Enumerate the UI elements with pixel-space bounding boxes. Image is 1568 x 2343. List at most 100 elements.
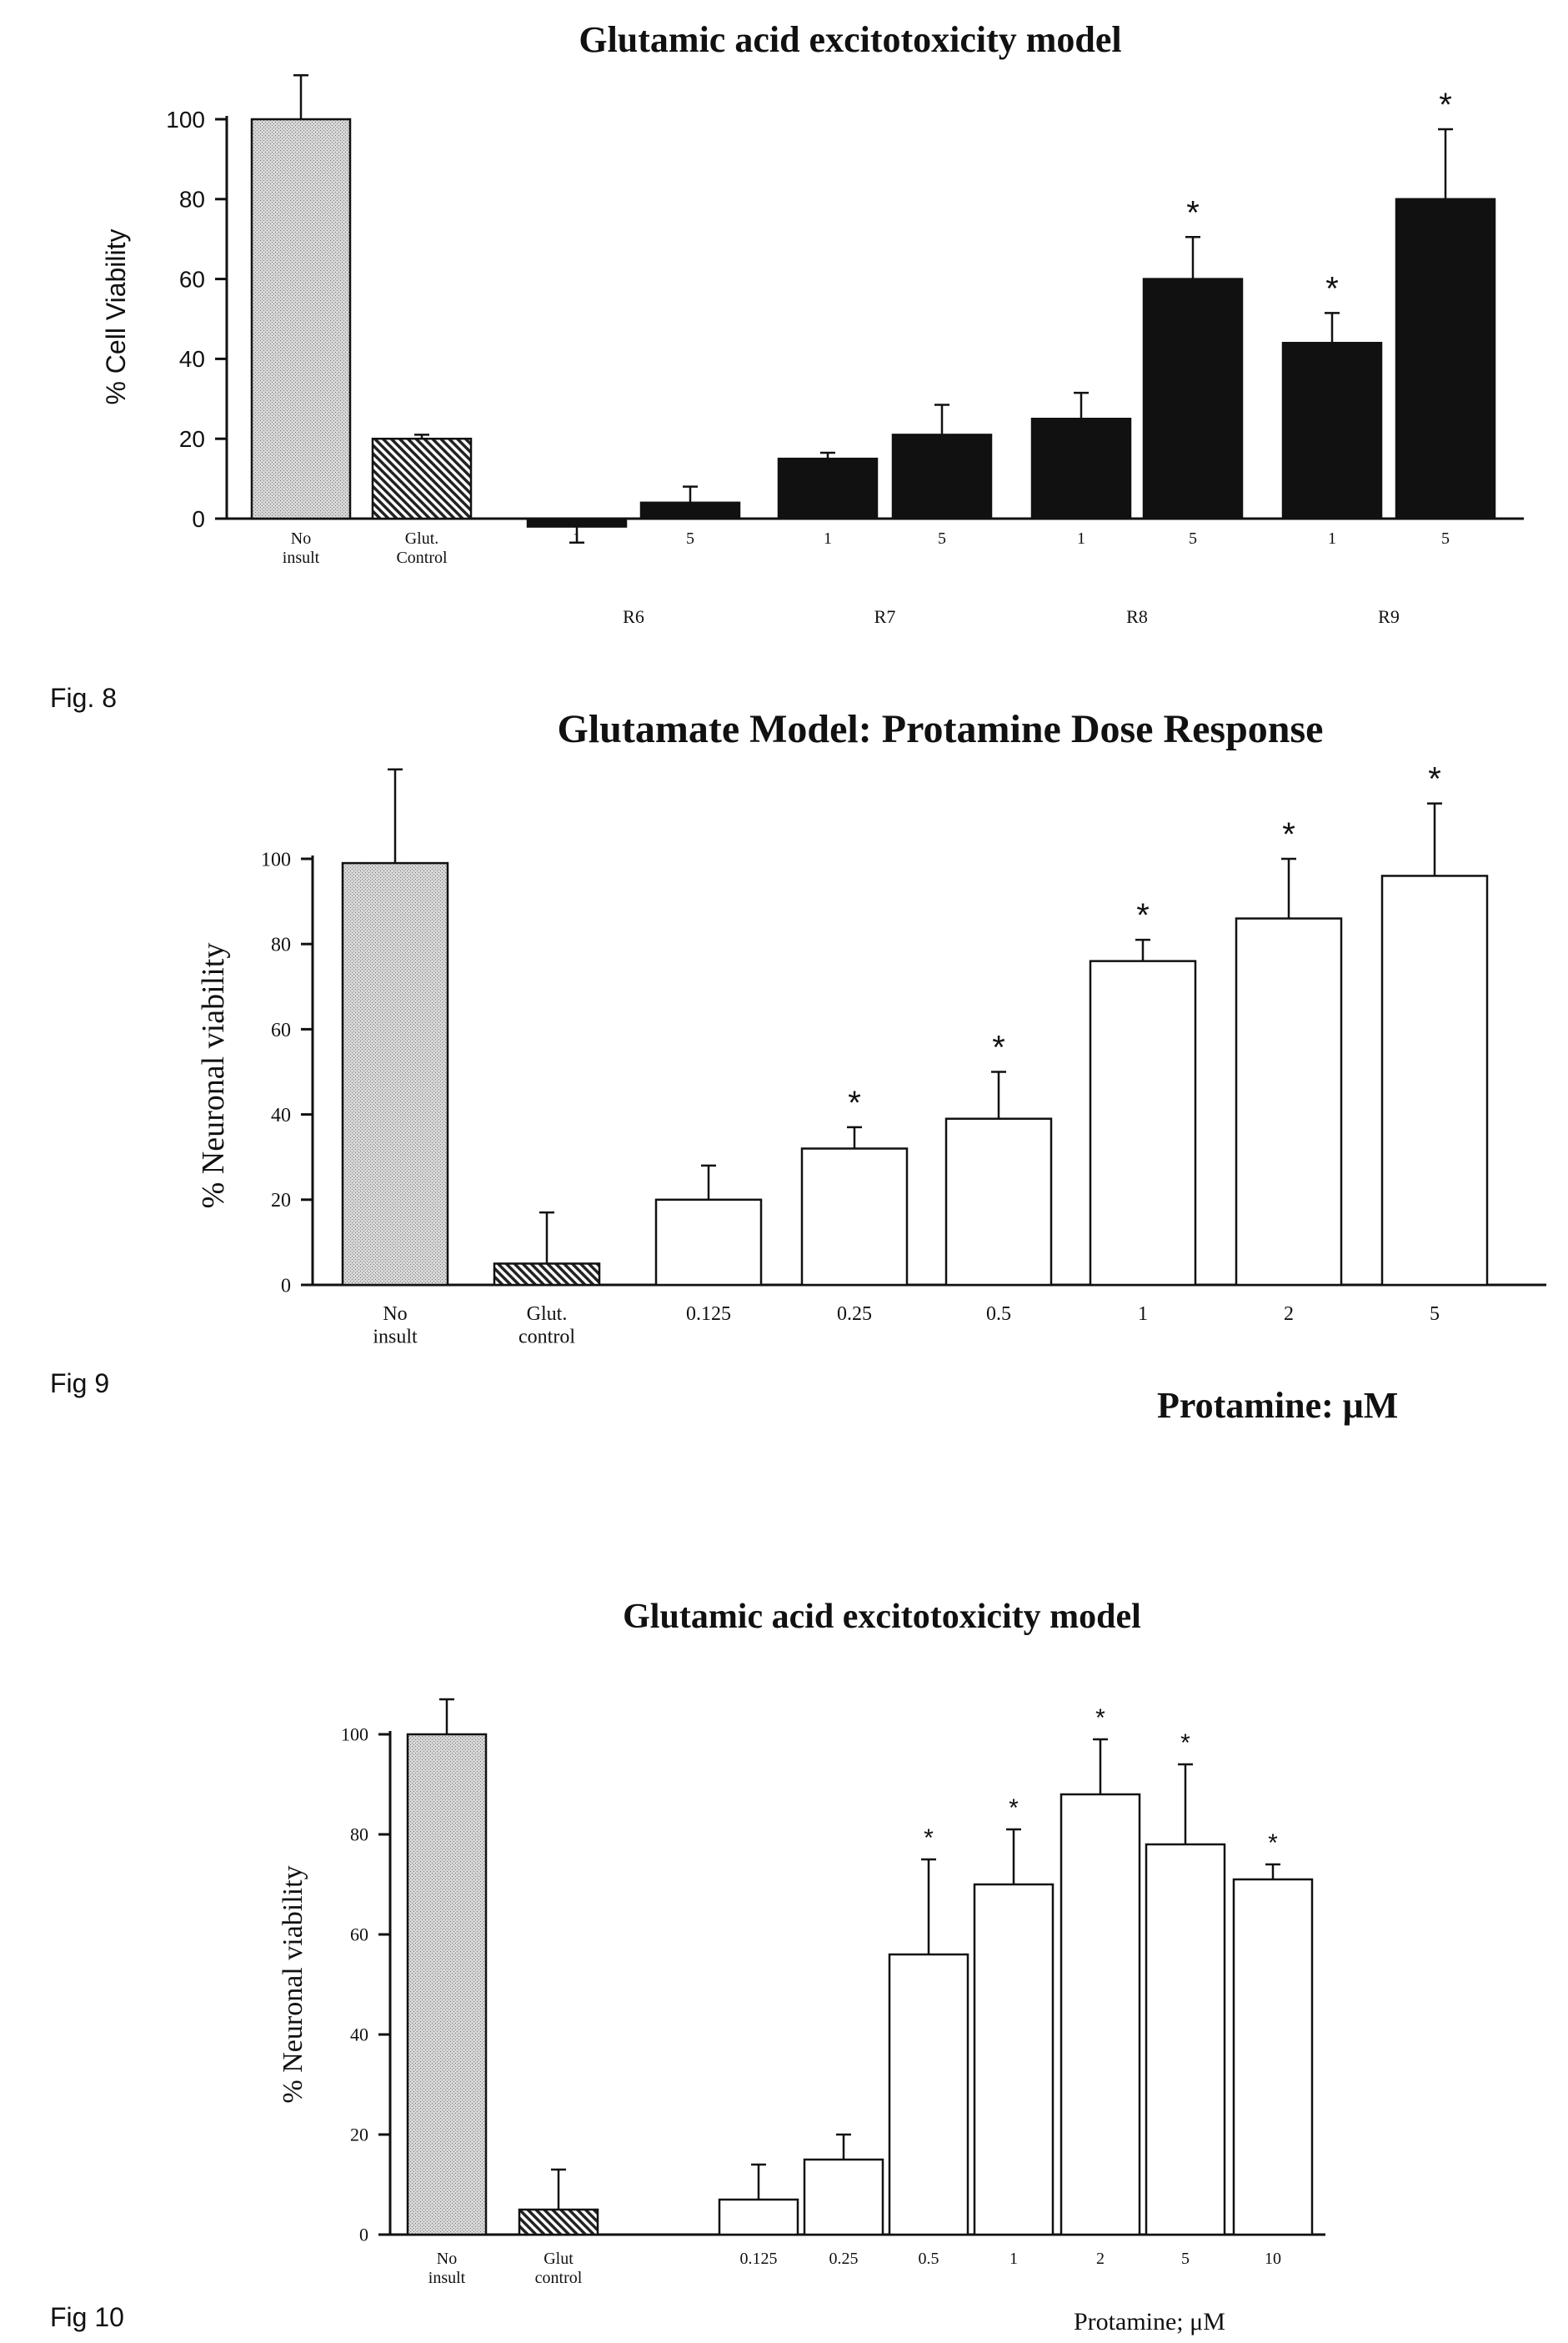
y-tick-label: 40: [271, 1105, 291, 1126]
significance-marker: *: [992, 1030, 1005, 1066]
significance-marker: *: [1268, 1829, 1278, 1857]
category-label: 0.125: [686, 1303, 731, 1325]
group-label: R8: [1126, 606, 1148, 627]
significance-marker: *: [1186, 194, 1200, 231]
y-tick-label: 60: [350, 1924, 368, 1945]
significance-marker: *: [1095, 1704, 1105, 1732]
bar: [973, 1883, 1055, 2236]
bar: [718, 2198, 799, 2236]
chart-title: Glutamic acid excitotoxicity model: [623, 1598, 1141, 1636]
category-label: 0.25: [837, 1303, 872, 1325]
category-label: 5: [1189, 529, 1197, 548]
category-label: Glut control: [535, 2250, 583, 2287]
bar: [1281, 341, 1383, 520]
category-label: 2: [1284, 1303, 1294, 1325]
y-tick-label: 100: [261, 849, 291, 870]
y-tick-label: 0: [192, 506, 205, 532]
chart-title: Glutamate Model: Protamine Dose Response: [558, 707, 1324, 751]
bar: [1232, 1878, 1314, 2236]
category-label: 0.125: [740, 2250, 778, 2268]
y-tick-label: 40: [179, 346, 205, 372]
bar: [1145, 1843, 1226, 2236]
category-label: No insult: [428, 2250, 466, 2287]
category-label: No insult: [283, 529, 320, 567]
bar: [526, 517, 628, 528]
bar: [888, 1953, 969, 2236]
category-label: 5: [1441, 529, 1450, 548]
bar: [250, 118, 352, 520]
bar: [654, 1198, 763, 1287]
significance-marker: *: [1439, 87, 1452, 123]
category-label: 0.5: [986, 1303, 1011, 1325]
bar: [1380, 875, 1489, 1287]
y-tick-label: 0: [281, 1275, 291, 1297]
significance-marker: *: [1428, 761, 1441, 798]
group-label: R7: [874, 606, 896, 627]
y-tick-label: 100: [166, 107, 205, 133]
y-tick-label: 20: [179, 426, 205, 452]
category-label: 1: [1138, 1303, 1148, 1325]
figure-label: Fig 10: [50, 2302, 124, 2332]
chart-fig9: Glutamate Model: Protamine Dose Response…: [50, 707, 1546, 1426]
x-axis-label: Protamine; μM: [1074, 2308, 1225, 2335]
category-label: No insult: [373, 1303, 418, 1348]
category-label: 5: [1181, 2250, 1190, 2268]
y-tick-label: 80: [350, 1824, 368, 1845]
bar: [891, 434, 993, 520]
bar: [800, 1147, 909, 1287]
category-label: 1: [1077, 529, 1085, 548]
category-label: 5: [686, 529, 694, 548]
significance-marker: *: [1282, 816, 1295, 853]
figure-label: Fig. 8: [50, 683, 117, 713]
significance-marker: *: [1136, 897, 1150, 934]
bar: [1395, 198, 1496, 520]
y-tick-label: 80: [179, 187, 205, 213]
bar: [406, 1733, 488, 2236]
significance-marker: *: [1325, 270, 1339, 307]
significance-marker: *: [848, 1085, 861, 1121]
category-label: 2: [1096, 2250, 1105, 2268]
bar: [1235, 917, 1343, 1287]
figure-label: Fig 9: [50, 1368, 109, 1398]
bar: [1060, 1793, 1141, 2236]
y-tick-label: 60: [179, 266, 205, 292]
bar: [777, 457, 879, 520]
category-label: 1: [1328, 529, 1336, 548]
significance-marker: *: [1180, 1729, 1190, 1757]
category-label: 5: [1430, 1303, 1440, 1325]
y-tick-label: 100: [341, 1724, 368, 1745]
category-label: 0.25: [829, 2250, 859, 2268]
category-label: 1: [824, 529, 832, 548]
category-label: 0.5: [919, 2250, 939, 2268]
bar: [341, 861, 449, 1287]
y-tick-label: 20: [350, 2125, 368, 2145]
y-axis-label: % Neuronal viability: [196, 943, 231, 1209]
category-label: 10: [1265, 2250, 1281, 2268]
bar: [1089, 960, 1197, 1287]
bar: [1142, 278, 1244, 520]
y-tick-label: 0: [359, 2225, 368, 2245]
y-tick-label: 40: [350, 2024, 368, 2045]
y-tick-label: 60: [271, 1020, 291, 1041]
y-tick-label: 80: [271, 935, 291, 956]
significance-marker: *: [924, 1824, 934, 1852]
bar: [518, 2208, 599, 2236]
x-axis-label: Protamine: μM: [1157, 1385, 1398, 1426]
category-label: Glut. Control: [396, 529, 448, 567]
chart-fig8: Glutamic acid excitotoxicity model % Cell…: [50, 19, 1524, 713]
y-axis-label: % Cell Viability: [101, 228, 131, 404]
bar: [944, 1117, 1053, 1287]
bar: [493, 1262, 601, 1287]
category-label: 5: [938, 529, 946, 548]
bar: [1030, 418, 1132, 520]
y-tick-label: 20: [271, 1190, 291, 1212]
chart-title: Glutamic acid excitotoxicity model: [579, 19, 1121, 60]
y-axis-label: % Neuronal viability: [278, 1865, 308, 2103]
bar: [371, 437, 473, 520]
category-label: 1: [573, 529, 581, 548]
significance-marker: *: [1009, 1794, 1019, 1822]
category-label: Glut. control: [518, 1303, 575, 1348]
chart-fig10: Glutamic acid excitotoxicity model % Neur…: [50, 1598, 1325, 2335]
